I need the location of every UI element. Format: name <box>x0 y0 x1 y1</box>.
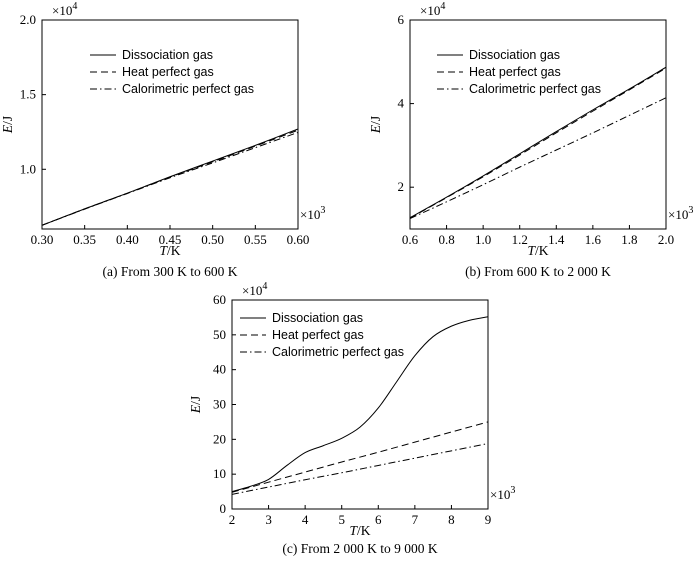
x-multiplier: ×103 <box>490 485 515 502</box>
x-tick-label: 0.35 <box>73 232 96 247</box>
x-tick-label: 2 <box>229 512 236 527</box>
x-tick-label: 1.8 <box>621 232 637 247</box>
y-tick-label: 0 <box>220 501 227 516</box>
legend-label: Calorimetric perfect gas <box>272 345 404 359</box>
y-tick-label: 1.5 <box>20 87 36 102</box>
y-tick-label: 2 <box>398 179 405 194</box>
y-axis-label-unit: /J <box>368 116 383 125</box>
legend-label: Heat perfect gas <box>469 65 561 79</box>
x-tick-label: 0.8 <box>438 232 454 247</box>
y-axis-label-unit: /J <box>0 116 15 125</box>
x-axis-label-unit: /K <box>535 243 549 258</box>
y-axis-label-var: E <box>368 124 383 134</box>
y-multiplier-exp: 4 <box>72 1 77 12</box>
x-tick-label: 7 <box>412 512 419 527</box>
x-tick-label: 3 <box>265 512 272 527</box>
legend-label: Heat perfect gas <box>122 65 214 79</box>
series-line-calorimetric-perfect-gas <box>42 131 298 226</box>
x-multiplier-exp: 3 <box>320 205 325 216</box>
x-tick-label: 0.60 <box>287 232 310 247</box>
y-axis-label: E/J <box>368 116 383 134</box>
x-multiplier: ×103 <box>668 205 693 222</box>
series-line-calorimetric-perfect-gas <box>232 443 488 495</box>
x-tick-label: 9 <box>485 512 492 527</box>
x-tick-label: 1.6 <box>585 232 602 247</box>
y-tick-label: 30 <box>213 397 226 412</box>
x-tick-label: 6 <box>375 512 382 527</box>
y-multiplier: ×104 <box>242 281 267 298</box>
x-multiplier-exp: 3 <box>510 485 515 496</box>
x-tick-label: 2.0 <box>658 232 674 247</box>
x-tick-label: 1.0 <box>475 232 491 247</box>
plot-frame <box>409 19 667 230</box>
x-tick-label: 1.2 <box>512 232 528 247</box>
y-multiplier-exp: 4 <box>440 1 445 12</box>
x-axis-label: T/K <box>527 243 548 258</box>
chart-caption: (b) From 600 K to 2 000 K <box>465 264 611 279</box>
y-axis-label-var: E <box>0 124 15 134</box>
legend-label: Dissociation gas <box>122 48 213 62</box>
x-tick-label: 0.55 <box>244 232 267 247</box>
x-tick-label: 0.45 <box>159 232 182 247</box>
chart-caption: (a) From 300 K to 600 K <box>103 264 238 279</box>
x-axis-label: T/K <box>349 523 370 538</box>
x-axis-label: T/K <box>159 243 180 258</box>
legend-label: Dissociation gas <box>469 48 560 62</box>
y-tick-label: 2.0 <box>20 12 36 27</box>
y-multiplier: ×104 <box>420 1 445 18</box>
y-axis-label-var: E <box>188 404 203 414</box>
y-tick-label: 20 <box>213 431 226 446</box>
y-multiplier-exp: 4 <box>262 281 267 292</box>
y-multiplier: ×104 <box>52 1 77 18</box>
series-line-heat-perfect-gas <box>232 421 488 493</box>
x-axis-label-var: T <box>527 243 536 258</box>
y-tick-label: 4 <box>398 96 405 111</box>
series-line-heat-perfect-gas <box>410 67 666 219</box>
series-line-calorimetric-perfect-gas <box>410 97 666 220</box>
legend-label: Calorimetric perfect gas <box>469 82 601 96</box>
x-tick-label: 0.6 <box>402 232 419 247</box>
x-tick-label: 4 <box>302 512 309 527</box>
chart-caption: (c) From 2 000 K to 9 000 K <box>282 541 437 556</box>
y-tick-label: 1.0 <box>20 161 36 176</box>
x-tick-label: 8 <box>448 512 455 527</box>
y-axis-label: E/J <box>188 396 203 414</box>
y-axis-label: E/J <box>0 116 15 134</box>
y-tick-label: 50 <box>213 327 226 342</box>
x-tick-label: 0.30 <box>31 232 54 247</box>
x-multiplier-exp: 3 <box>688 205 693 216</box>
x-axis-label-unit: /K <box>357 523 371 538</box>
x-tick-label: 5 <box>338 512 345 527</box>
legend-label: Heat perfect gas <box>272 328 364 342</box>
chart-1: 0.6 0.8 1.0 1.2 1.4 1.6 1.8 2.0246×104×103T/KE/… <box>368 1 693 279</box>
legend-label: Dissociation gas <box>272 311 363 325</box>
x-axis-label-unit: /K <box>167 243 181 258</box>
y-axis-label-unit: /J <box>188 396 203 405</box>
y-tick-label: 40 <box>213 362 226 377</box>
legend-label: Calorimetric perfect gas <box>122 82 254 96</box>
x-tick-label: 1.4 <box>548 232 565 247</box>
x-tick-label: 0.40 <box>116 232 139 247</box>
y-tick-label: 60 <box>213 292 226 307</box>
y-tick-label: 10 <box>213 466 226 481</box>
chart-0: 0.30 0.35 0.40 0.45 0.50 0.55 0.60 1.0 1.5 2.0 ×10… <box>0 1 325 279</box>
chart-2: 2 3 4 5 6 7 8 9 0 10 20 30 40 50 60 ×104 ×103 T/K E/J Disso… <box>188 281 515 556</box>
x-tick-label: 0.50 <box>201 232 224 247</box>
x-axis-label-var: T <box>159 243 168 258</box>
x-multiplier: ×103 <box>300 205 325 222</box>
series-line-dissociation-gas <box>232 316 488 493</box>
x-axis-label-var: T <box>349 523 358 538</box>
y-tick-label: 6 <box>398 12 405 27</box>
